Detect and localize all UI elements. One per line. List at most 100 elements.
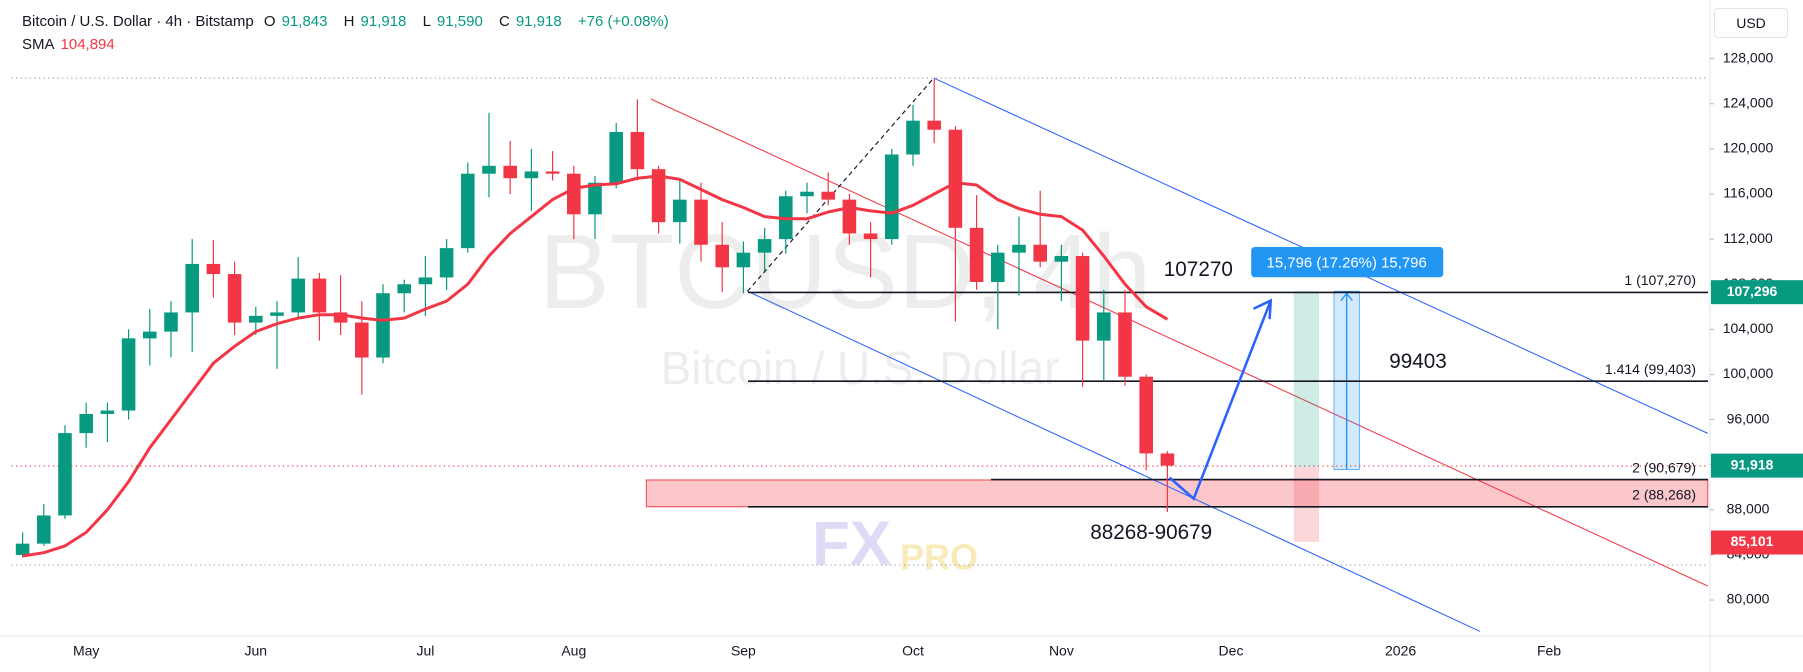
fib-level-label: 1.414 (99,403) [1605,361,1696,377]
candle-body [524,171,539,179]
candle-body [312,278,327,313]
y-tick-label: 116,000 [1723,185,1773,201]
candle-body [206,263,221,275]
projection-arrow [1168,300,1272,501]
ohlc-key: O [263,13,276,30]
channel-lower [747,290,1481,632]
change: +76 (+0.08%) [577,13,669,30]
indicator-value: 104,894 [60,36,115,53]
candle-body [503,165,517,179]
x-tick-label: May [73,643,99,659]
candle-body [821,191,835,200]
y-tick-label: 96,000 [1727,410,1770,426]
measure-label-box [1251,246,1444,278]
ohlc: C 91,918 [499,13,568,30]
candle-body [927,120,941,130]
candle-body [121,338,136,411]
candle-body [15,543,30,555]
candle-body [842,199,857,234]
x-tick-label: Jun [245,643,268,659]
candle-body [567,173,581,215]
candle-body [291,278,305,313]
candle-body [885,154,899,240]
symbol-title: Bitcoin / U.S. Dollar · 4h · Bitstamp [22,13,254,30]
candle-body [58,433,72,516]
measure-label: 15,796 (17.26%) 15,796 [1267,254,1427,271]
candle-body [79,413,93,434]
candle-body [249,315,263,323]
ohlc-value: 91,918 [360,13,407,30]
x-tick-label: Nov [1049,643,1074,659]
candle-body [651,169,666,223]
candle-body [736,252,751,268]
y-tick-label: 100,000 [1723,365,1774,381]
candle-body [948,129,963,228]
logo-pro: PRO [900,537,978,578]
candle-body [439,248,454,278]
projection [1168,298,1273,501]
plot: 1 (107,270) 1.414 (99,403) 2 (90,679) 2 (88… [15,78,1708,558]
y-tick-label: 128,000 [1723,49,1774,65]
y-tick-label: 88,000 [1727,501,1770,517]
x-tick-label: Dec [1219,643,1244,659]
y-tick-label: 104,000 [1723,320,1774,336]
candle-body [800,191,814,197]
candle-body [1160,453,1175,466]
candle-body [609,131,623,183]
candle-body [227,274,242,323]
candle-body [1075,256,1090,341]
candle-body [715,244,729,268]
price-badge [1711,530,1803,555]
candle-body [1033,244,1047,262]
position-target [1293,291,1320,468]
fib-level-label: 2 (90,679) [1632,459,1696,475]
candle-body [270,312,284,316]
candle-body [355,322,369,358]
candle-body [1012,244,1026,253]
candle-body [969,227,984,282]
y-tick-label: 120,000 [1723,140,1774,156]
candle-body [37,515,51,544]
candle-body [1139,376,1153,454]
ohlc-value: 91,590 [436,13,483,30]
candle-body [630,131,645,170]
y-tick-label: 80,000 [1727,591,1770,607]
projection-arrowhead [1252,298,1273,320]
candle-body [673,199,687,223]
logo-fx: FX [812,509,891,578]
currency-button[interactable]: USD [1714,8,1788,38]
candle-body [333,312,348,323]
y-tick-label: 112,000 [1723,230,1773,246]
swing-line [747,77,935,292]
measure-arrowhead [1340,292,1353,302]
legend-row: Bitcoin / U.S. Dollar · 4h · Bitstamp O 9… [22,10,675,33]
candle-body [397,284,411,294]
fib-level-label: 1 (107,270) [1624,272,1696,288]
x-tick-label: Feb [1537,643,1561,659]
candle-body [694,199,708,245]
indicator-name: SMA [22,36,55,53]
candle-body [482,165,496,174]
x-tick-label: Jul [416,643,434,659]
ohlc-key: C [498,13,510,30]
candle-body [1054,256,1069,262]
candle-body [757,239,772,253]
watermark-description: Bitcoin / U.S. Dollar [661,342,1060,394]
price-badge-label: 107,296 [1727,283,1778,299]
ohlc: H 91,918 [344,13,413,30]
candle-body [991,252,1005,282]
candle-body [376,293,390,358]
support-zone-label: 88268-90679 [1090,521,1212,544]
legend: Bitcoin / U.S. Dollar · 4h · Bitstamp O 9… [22,10,675,56]
ohlc-key: H [343,13,355,30]
candle-body [863,233,878,240]
x-tick-label: 2026 [1385,643,1416,659]
ohlc-value: 91,918 [515,13,562,30]
channel-mid [650,98,1708,587]
candle-body [545,171,560,174]
price-badge-label: 91,918 [1731,456,1774,472]
candle-body [185,263,199,313]
